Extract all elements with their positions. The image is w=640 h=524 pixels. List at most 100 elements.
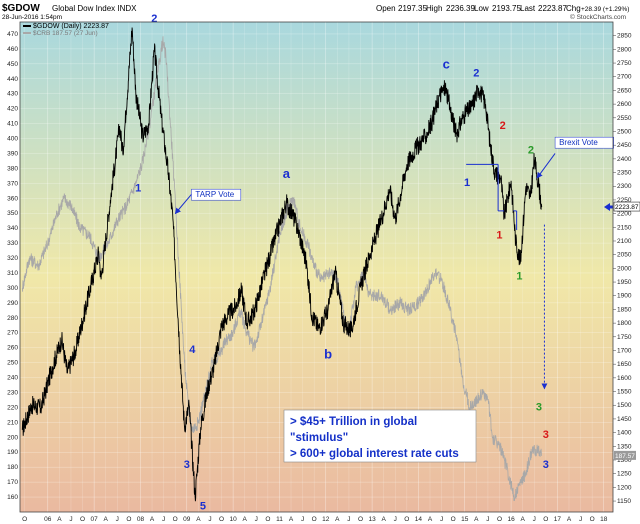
left-tick-label: 240	[7, 375, 18, 382]
annotation-box	[554, 136, 614, 149]
x-tick-label: O	[126, 516, 131, 523]
right-tick-label: 1850	[617, 306, 632, 313]
left-tick-label: 380	[7, 165, 18, 172]
right-tick-label: 2000	[617, 265, 632, 272]
x-tick-label: A	[150, 516, 155, 523]
x-tick-label: O	[497, 516, 502, 523]
left-tick-label: 250	[7, 360, 18, 367]
right-tick-label: 1650	[617, 361, 632, 368]
series-crb-line	[21, 36, 543, 501]
x-tick-label: J	[69, 516, 72, 523]
left-tick-label: 320	[7, 255, 18, 262]
legend-primary: $GDOW (Daily) 2223.87	[33, 23, 109, 30]
series-gdow-line	[21, 27, 543, 502]
left-tick-label: 310	[7, 270, 18, 277]
x-tick-label: O	[451, 516, 456, 523]
left-tick-label: 210	[7, 419, 18, 426]
wave-label-red: 1	[496, 229, 502, 241]
x-tick-label: A	[57, 516, 62, 523]
right-tick-label: 1250	[617, 471, 632, 478]
right-tick-label: 1550	[617, 389, 632, 396]
right-tick-label: 1450	[617, 416, 632, 423]
left-tick-label: 440	[7, 76, 18, 83]
right-tick-label: 1700	[617, 347, 632, 354]
right-tick-label: 1950	[617, 279, 632, 286]
left-tick-label: 170	[7, 479, 18, 486]
x-tick-label: O	[358, 516, 363, 523]
x-tick-label: A	[428, 516, 433, 523]
left-tick-label: 230	[7, 389, 18, 396]
right-tick-label: 1750	[617, 334, 632, 341]
right-tick-label: 2800	[617, 46, 632, 53]
x-tick-label: 11	[276, 516, 283, 523]
x-tick-label: J	[486, 516, 489, 523]
left-tick-label: 280	[7, 315, 18, 322]
right-tick-label: 2450	[617, 142, 632, 149]
wave-label-blue: 3	[184, 459, 190, 471]
watermark: © StockCharts.com	[570, 13, 626, 21]
left-tick-label: 430	[7, 91, 18, 98]
right-tick-label: 2200	[617, 211, 632, 218]
right-tick-label: 1350	[617, 443, 632, 450]
right-tick-label: 2300	[617, 183, 632, 190]
wave-label-red: 3	[543, 429, 549, 441]
x-tick-label: 18	[600, 516, 608, 523]
legend-secondary: $CRB 187.57 (27 Jun)	[33, 30, 98, 37]
right-tick-label: 2050	[617, 252, 632, 259]
x-tick-label: O	[265, 516, 270, 523]
wave-label-blue: b	[324, 347, 332, 362]
annotation-label: TARP Vote	[195, 190, 234, 199]
x-tick-label: 14	[415, 516, 423, 523]
x-tick-label: J	[394, 516, 397, 523]
x-tick-label: A	[382, 516, 387, 523]
left-tick-label: 340	[7, 225, 18, 232]
left-tick-label: 200	[7, 434, 18, 441]
wave-label-green: 2	[528, 144, 534, 156]
wave-label-blue: 5	[200, 500, 206, 512]
x-tick-label: J	[347, 516, 350, 523]
header-symbol: $GDOW	[2, 3, 40, 14]
wave-label-green: 1	[516, 270, 522, 282]
header-low-label: Low	[474, 4, 489, 13]
header-chg: +28.39 (+1.29%)	[581, 6, 629, 13]
annotation-arrow	[174, 194, 192, 215]
wave-label-blue: 3	[543, 459, 549, 471]
left-tick-label: 290	[7, 300, 18, 307]
wave-label-blue: c	[443, 57, 450, 72]
wave-label-blue: 2	[473, 68, 479, 80]
last-value-primary-box	[613, 201, 640, 212]
last-value-primary: 2223.87	[615, 204, 639, 211]
wave-label-green: 3	[536, 402, 542, 414]
x-tick-label: A	[243, 516, 248, 523]
x-tick-label: 12	[322, 516, 330, 523]
header-high-label: High	[426, 4, 442, 13]
left-tick-label: 460	[7, 46, 18, 53]
header-last-label: Last	[520, 4, 536, 13]
left-tick-label: 350	[7, 210, 18, 217]
x-tick-label: O	[312, 516, 317, 523]
x-tick-label: O	[80, 516, 85, 523]
header-low: 2193.75	[492, 4, 521, 13]
last-value-secondary-box	[614, 450, 636, 460]
header-open-label: Open	[376, 4, 396, 13]
right-tick-label: 2650	[617, 87, 632, 94]
x-tick-label: A	[567, 516, 572, 523]
wave-label-blue: 4	[189, 344, 196, 356]
header-chg-label: Chg	[566, 4, 581, 13]
left-tick-label: 390	[7, 150, 18, 157]
x-tick-label: A	[196, 516, 201, 523]
x-tick-label: O	[219, 516, 224, 523]
right-tick-label: 2700	[617, 74, 632, 81]
text-box-line-2: "stimulus"	[290, 432, 348, 444]
right-tick-label: 2150	[617, 224, 632, 231]
text-box-line-1: > $45+ Trillion in global	[290, 416, 417, 428]
right-tick-label: 2100	[617, 238, 632, 245]
x-tick-label: A	[104, 516, 109, 523]
right-tick-label: 1800	[617, 320, 632, 327]
right-tick-label: 1500	[617, 402, 632, 409]
left-tick-label: 260	[7, 345, 18, 352]
x-tick-label: 16	[507, 516, 515, 523]
price-pointer-icon	[604, 203, 613, 212]
x-tick-label: 13	[368, 516, 376, 523]
wave-label-blue: a	[283, 166, 291, 181]
